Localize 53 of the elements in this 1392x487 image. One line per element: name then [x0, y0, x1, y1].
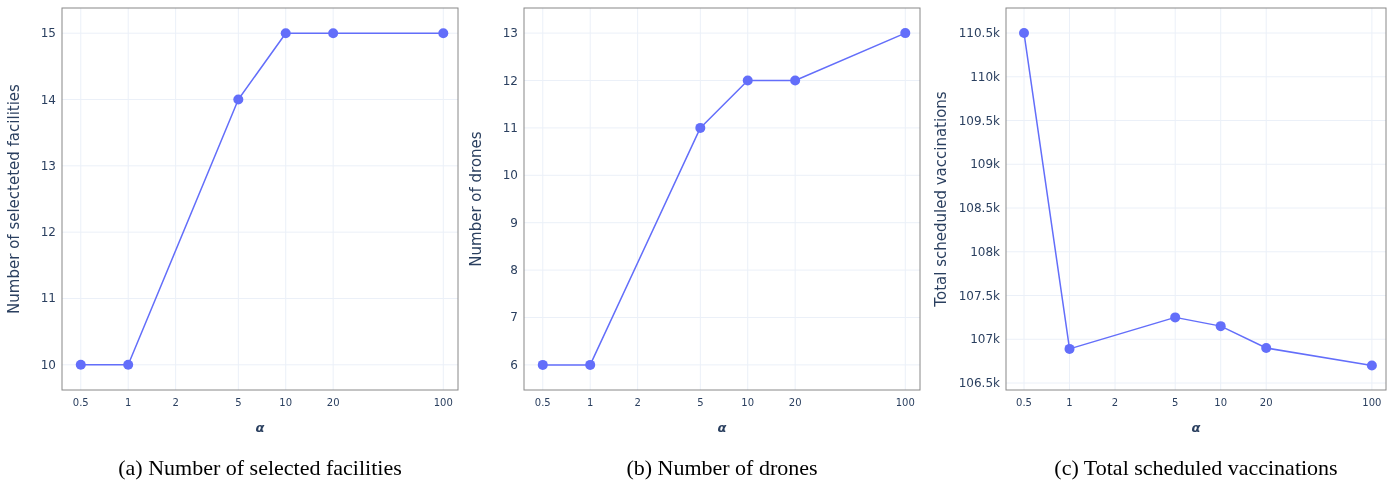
y-tick-label: 8 [510, 263, 518, 278]
x-tick-label: 2 [634, 397, 641, 408]
x-tick-label: 100 [433, 397, 453, 408]
y-tick-label: 10 [502, 168, 518, 183]
x-tick-label: 100 [895, 397, 915, 408]
x-tick-label: 0.5 [534, 397, 551, 408]
y-tick-label: 106.5k [958, 376, 1001, 390]
y-tick-label: 6 [510, 357, 518, 372]
x-tick-label: 2 [172, 397, 179, 408]
x-axis-title: α [717, 420, 727, 435]
x-axis-title: α [1191, 420, 1201, 435]
x-tick-label: 1 [125, 397, 132, 408]
y-tick-label: 11 [502, 120, 518, 135]
y-axis-title: Number of drones [467, 131, 485, 267]
x-tick-label: 5 [697, 397, 704, 408]
x-tick-label: 10 [279, 397, 293, 408]
y-tick-label: 12 [502, 73, 518, 88]
x-tick-label: 0.5 [72, 397, 89, 408]
y-tick-label: 13 [40, 158, 56, 173]
y-tick-label: 108k [970, 244, 1001, 259]
y-axis-title: Number of selecteted facilities [5, 83, 23, 314]
y-tick-label: 14 [40, 92, 56, 107]
y-tick-label: 11 [40, 291, 56, 306]
y-tick-label: 13 [502, 26, 518, 41]
y-tick-label: 9 [510, 215, 518, 230]
x-tick-label: 5 [1172, 397, 1179, 408]
x-tick-label: 20 [326, 397, 340, 408]
y-tick-label: 7 [510, 310, 518, 325]
text: (b) Number of drones [626, 455, 818, 480]
x-tick-label: 2 [1111, 397, 1119, 408]
x-tick-label: 20 [788, 397, 802, 408]
y-tick-label: 107k [970, 332, 1001, 347]
x-tick-label: 1 [1066, 397, 1073, 408]
y-tick-label: 109k [970, 157, 1001, 172]
x-tick-label: 10 [1214, 397, 1228, 408]
y-tick-label: 108.5k [958, 201, 1001, 216]
text: (a) Number of selected facilities [118, 455, 402, 480]
x-tick-label: 10 [741, 397, 755, 408]
y-tick-label: 15 [40, 26, 56, 41]
x-tick-label: 0.5 [1016, 397, 1032, 408]
x-tick-label: 20 [1259, 397, 1273, 408]
x-tick-label: 100 [1362, 397, 1382, 408]
y-tick-label: 107.5k [958, 288, 1001, 303]
y-tick-label: 12 [40, 225, 56, 240]
x-tick-label: 5 [235, 397, 242, 408]
y-tick-label: 110k [970, 69, 1001, 84]
y-tick-label: 109.5k [958, 113, 1001, 128]
x-tick-label: 1 [587, 397, 594, 408]
x-axis-title: α [255, 420, 265, 435]
text: (c) Total scheduled vaccinations [1054, 455, 1338, 480]
y-axis-title: Total scheduled vaccinations [932, 91, 950, 308]
y-tick-label: 110.5k [958, 26, 1001, 41]
y-tick-label: 10 [40, 357, 56, 372]
